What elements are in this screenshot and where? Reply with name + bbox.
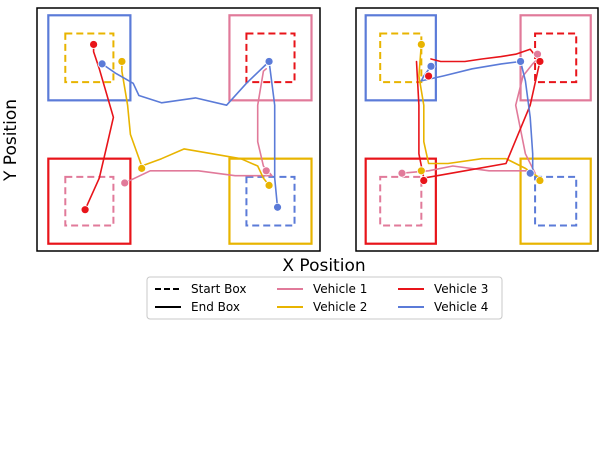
trajectory-vehicle-4: [101, 60, 279, 209]
plot-frame: [355, 7, 599, 252]
vehicle-marker: [424, 71, 434, 81]
end-box-bottom-right: [228, 157, 313, 245]
vehicle-marker: [525, 168, 535, 178]
legend-label-vehicle-2: Vehicle 2: [313, 300, 367, 314]
vehicle-marker: [80, 205, 90, 215]
end-box-top-right: [228, 14, 313, 102]
trajectory-vehicle-2: [121, 58, 270, 187]
vehicle-marker: [419, 176, 429, 185]
x-axis-label: X Position: [282, 256, 365, 276]
end-box-top-left: [47, 14, 132, 102]
vehicle-marker: [120, 178, 130, 188]
start-box-top-right: [245, 32, 296, 84]
vehicle-marker: [533, 49, 542, 59]
trajectory-vehicle-4: [420, 60, 534, 174]
vehicle-marker: [535, 176, 545, 185]
start-box-bottom-right: [245, 175, 296, 227]
y-axis-label: Y Position: [1, 99, 21, 182]
vehicle-marker: [516, 57, 525, 66]
end-box-bottom-left: [47, 157, 132, 245]
trajectory-vehicle-1: [401, 55, 541, 174]
vehicle-marker: [264, 57, 274, 66]
legend-label-vehicle-3: Vehicle 3: [434, 282, 488, 296]
vehicle-marker: [117, 57, 127, 66]
trajectory-vehicle-3: [84, 43, 115, 211]
left-panel: [36, 7, 321, 252]
start-box-top-left: [379, 32, 423, 84]
start-box-bottom-left: [64, 175, 115, 227]
start-box-top-left: [64, 32, 115, 84]
legend: Start Box End Box Vehicle 1 Vehicle 2 Vehicl…: [146, 276, 503, 320]
vehicle-marker: [535, 57, 545, 66]
legend-label-vehicle-4: Vehicle 4: [434, 300, 488, 314]
trajectory-vehicle-2: [418, 43, 541, 179]
plot-frame: [36, 7, 321, 252]
end-box-bottom-right: [519, 157, 592, 245]
legend-label-end-box: End Box: [191, 300, 240, 314]
end-box-top-left: [364, 14, 437, 102]
vehicle-marker: [273, 202, 282, 212]
vehicle-marker: [261, 166, 271, 176]
start-box-bottom-right: [534, 175, 578, 227]
legend-frame: [146, 276, 503, 320]
start-box-bottom-left: [379, 175, 423, 227]
vehicle-marker: [97, 59, 107, 69]
end-box-bottom-left: [364, 157, 437, 245]
vehicle-marker: [426, 61, 436, 71]
vehicle-marker: [137, 163, 147, 173]
vehicle-marker: [397, 168, 407, 178]
legend-label-start-box: Start Box: [191, 282, 246, 296]
vehicle-marker: [264, 180, 274, 190]
right-panel: [355, 7, 599, 252]
legend-label-vehicle-1: Vehicle 1: [313, 282, 367, 296]
vehicle-marker: [416, 40, 426, 49]
vehicle-marker: [416, 166, 426, 176]
vehicle-marker: [89, 40, 98, 49]
